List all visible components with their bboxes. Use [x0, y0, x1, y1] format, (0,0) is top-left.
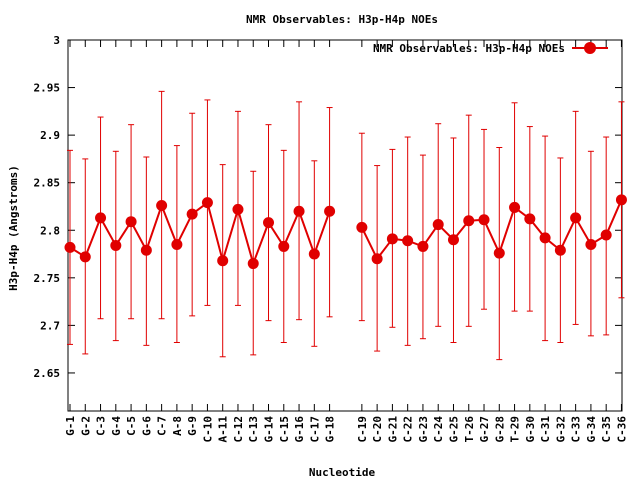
x-tick-label: G-32 [554, 416, 567, 443]
x-tick-label: G-21 [386, 416, 399, 443]
x-tick-label: G-16 [293, 416, 306, 443]
data-point [493, 247, 505, 259]
y-tick-label: 2.9 [40, 129, 60, 142]
x-tick-label: G-1 [64, 416, 77, 436]
data-point [156, 200, 168, 212]
y-tick-label: 2.7 [40, 319, 60, 332]
data-point [140, 244, 152, 256]
series-line [360, 199, 623, 261]
data-point [402, 235, 414, 247]
x-tick-label: G-14 [263, 416, 276, 443]
x-tick-label: C-15 [278, 416, 291, 443]
y-tick-label: 2.95 [34, 82, 61, 95]
data-point [371, 253, 383, 265]
data-point [524, 213, 536, 225]
y-tick-label: 2.65 [34, 367, 61, 380]
data-point [110, 239, 122, 251]
data-point [171, 239, 183, 251]
x-tick-label: G-25 [447, 416, 460, 443]
x-tick-label: G-2 [79, 416, 92, 436]
data-point [324, 205, 336, 217]
x-tick-label: C-7 [156, 416, 169, 436]
data-point [600, 229, 612, 241]
data-point [293, 205, 305, 217]
x-tick-label: C-31 [539, 416, 552, 443]
x-tick-label: T-26 [463, 416, 476, 443]
data-point [64, 241, 76, 253]
x-tick-label: C-17 [308, 416, 321, 443]
data-point [417, 240, 429, 252]
x-tick-label: T-29 [509, 416, 522, 443]
data-point [95, 212, 107, 224]
data-point [585, 239, 597, 251]
data-point [463, 215, 475, 227]
data-point [478, 214, 490, 226]
x-tick-label: C-20 [371, 416, 384, 443]
x-tick-label: C-19 [356, 416, 369, 443]
x-tick-label: G-23 [417, 416, 430, 443]
x-tick-label: C-35 [600, 416, 613, 443]
data-point [217, 255, 229, 267]
data-point [539, 232, 551, 244]
x-tick-label: C-5 [125, 416, 138, 436]
x-tick-label: C-12 [232, 416, 245, 443]
data-point [79, 251, 91, 263]
data-point [447, 234, 459, 246]
y-tick-label: 2.85 [34, 177, 61, 190]
chart-title: NMR Observables: H3p-H4p NOEs [246, 13, 438, 26]
data-point [356, 221, 368, 233]
x-tick-label: C-36 [615, 416, 628, 443]
x-tick-label: G-9 [186, 416, 199, 436]
data-point [278, 240, 290, 252]
x-tick-label: A-8 [171, 416, 184, 436]
y-tick-label: 2.8 [40, 224, 60, 237]
legend-marker [584, 42, 596, 54]
data-point [386, 233, 398, 245]
data-point [554, 244, 566, 256]
x-tick-label: C-3 [95, 416, 108, 436]
data-point [570, 212, 582, 224]
data-point [186, 208, 198, 220]
x-tick-label: G-6 [140, 416, 153, 436]
x-tick-label: G-30 [524, 416, 537, 443]
y-tick-label: 2.75 [34, 272, 61, 285]
x-tick-label: G-18 [324, 416, 337, 443]
x-tick-label: C-10 [201, 416, 214, 443]
x-tick-label: C-24 [432, 416, 445, 443]
x-tick-label: G-4 [110, 416, 123, 436]
data-point [125, 216, 137, 228]
data-point [615, 194, 627, 206]
x-axis-label: Nucleotide [309, 466, 376, 479]
x-tick-label: G-28 [493, 416, 506, 443]
legend: NMR Observables: H3p-H4p NOEs [373, 42, 608, 55]
data-point [232, 203, 244, 215]
data-point [432, 219, 444, 231]
data-point [201, 197, 213, 209]
data-point [247, 258, 259, 270]
x-tick-label: G-34 [585, 416, 598, 443]
x-tick-label: C-22 [402, 416, 415, 443]
series-line [69, 200, 331, 267]
plot-frame [67, 39, 623, 412]
legend-label: NMR Observables: H3p-H4p NOEs [373, 42, 565, 55]
data-point [308, 248, 320, 260]
x-tick-label: C-33 [570, 416, 583, 443]
y-axis-label: H3p-H4p (Angstroms) [7, 165, 20, 291]
data-point [263, 217, 275, 229]
x-tick-label: C-13 [247, 416, 260, 443]
data-point [509, 201, 521, 213]
y-tick-label: 3 [53, 34, 60, 47]
x-tick-label: A-11 [217, 416, 230, 443]
x-tick-label: G-27 [478, 416, 491, 443]
